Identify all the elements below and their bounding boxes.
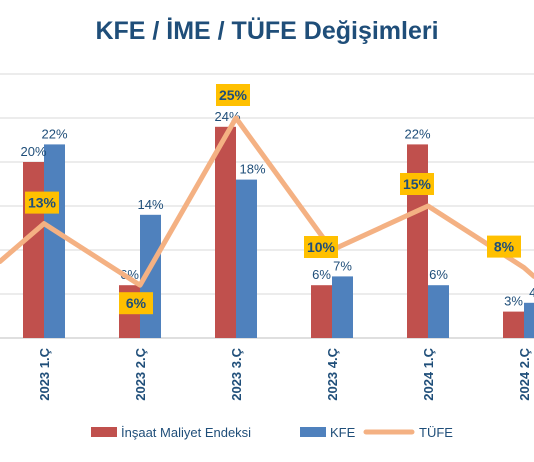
bar-kfe-3 bbox=[332, 276, 353, 338]
x-tick-label-0: 2023 1.Ç bbox=[37, 347, 52, 400]
bar-labels: 20%22%6%14%24%18%6%7%22%6%3%4% bbox=[20, 109, 534, 309]
line-label-box-3 bbox=[304, 236, 338, 258]
bars bbox=[23, 126, 534, 338]
x-tick-label-5: 2024 2.Ç bbox=[517, 347, 532, 400]
bar-i-nsaat-maliyet-endeksi-3 bbox=[311, 285, 332, 338]
bar-label-kfe-0: 22% bbox=[41, 126, 67, 141]
bar-i-nsaat-maliyet-endeksi-0 bbox=[23, 162, 44, 338]
bar-label-kfe-5: 4% bbox=[529, 285, 534, 300]
legend: İnşaat Maliyet Endeksi KFE TÜFE bbox=[91, 425, 453, 440]
line-label-box-5 bbox=[487, 235, 521, 258]
line-label-box-0 bbox=[25, 191, 59, 214]
x-tick-label-2: 2023 3.Ç bbox=[229, 347, 244, 400]
legend-label-kfe: KFE bbox=[330, 425, 356, 440]
line-label-tufe-1: 6% bbox=[126, 295, 147, 311]
tufe-line-layer bbox=[0, 115, 534, 288]
line-label-box-1 bbox=[119, 292, 153, 315]
line-label-tufe-5: 8% bbox=[494, 239, 515, 255]
legend-label-i-nsaat-maliyet-endeksi: İnşaat Maliyet Endeksi bbox=[121, 425, 251, 440]
bar-label-i-nsaat-maliyet-endeksi-5: 3% bbox=[504, 294, 523, 309]
bar-label-kfe-1: 14% bbox=[137, 197, 163, 212]
legend-swatch-kfe bbox=[300, 427, 326, 437]
bar-label-kfe-4: 6% bbox=[429, 267, 448, 282]
x-axis-ticks: 2023 1.Ç 2023 2.Ç 2023 3.Ç 2023 4.Ç 2024 1.Ç… bbox=[37, 347, 532, 400]
bar-kfe-0 bbox=[44, 144, 65, 338]
bar-kfe-5 bbox=[524, 302, 534, 338]
bar-label-kfe-3: 7% bbox=[333, 258, 352, 273]
bar-label-kfe-2: 18% bbox=[239, 162, 265, 177]
line-label-box-4 bbox=[400, 173, 434, 195]
line-label-tufe-3: 10% bbox=[307, 239, 336, 255]
line-label-tufe-0: 13% bbox=[28, 195, 57, 211]
line-label-tufe-2: 25% bbox=[219, 87, 248, 103]
legend-label-tufe: TÜFE bbox=[419, 425, 453, 440]
chart-title: KFE / İME / TÜFE Değişimleri bbox=[95, 17, 439, 45]
line-label-tufe-4: 15% bbox=[403, 176, 432, 192]
line-tufe bbox=[0, 115, 534, 288]
x-tick-label-1: 2023 2.Ç bbox=[133, 347, 148, 400]
line-labels: 13% 6% 25% 10% 15% 8% bbox=[25, 84, 521, 315]
x-tick-label-4: 2024 1.Ç bbox=[421, 347, 436, 400]
bar-kfe-4 bbox=[428, 285, 449, 338]
bar-label-i-nsaat-maliyet-endeksi-4: 22% bbox=[404, 126, 430, 141]
bar-kfe-2 bbox=[236, 179, 257, 338]
bar-label-i-nsaat-maliyet-endeksi-0: 20% bbox=[20, 144, 46, 159]
grid-lines bbox=[0, 73, 534, 339]
bar-i-nsaat-maliyet-endeksi-2 bbox=[215, 126, 236, 338]
legend-swatch-i-nsaat-maliyet-endeksi bbox=[91, 427, 117, 437]
x-tick-label-3: 2023 4.Ç bbox=[325, 347, 340, 400]
bar-label-i-nsaat-maliyet-endeksi-3: 6% bbox=[312, 267, 331, 282]
bar-i-nsaat-maliyet-endeksi-5 bbox=[503, 311, 524, 338]
line-label-box-2 bbox=[216, 84, 250, 106]
